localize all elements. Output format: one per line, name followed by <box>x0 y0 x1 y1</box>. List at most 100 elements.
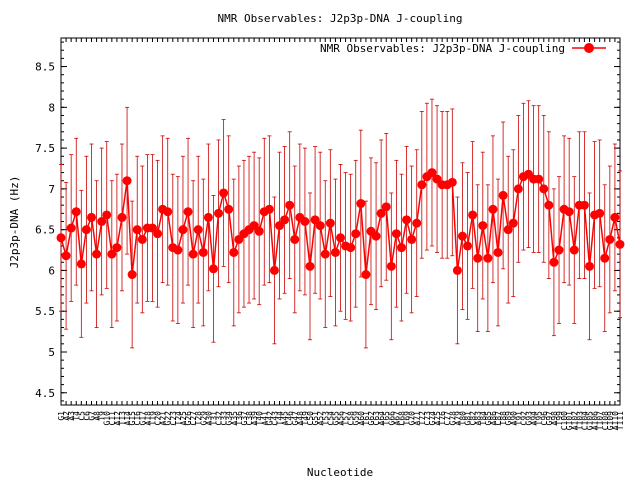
x-tick-label: C16 <box>133 411 142 426</box>
data-point <box>554 245 564 255</box>
data-point <box>544 200 554 210</box>
x-tick-label: G37 <box>240 411 249 426</box>
x-tick-label: C54 <box>326 411 335 426</box>
x-tick-label: T53 <box>321 411 330 426</box>
data-point <box>539 184 549 194</box>
x-tick-label: T40 <box>255 411 264 426</box>
data-point <box>269 265 279 275</box>
x-tick-label: C6 <box>82 411 91 421</box>
x-tick-label: A83 <box>474 411 483 426</box>
data-point <box>280 215 290 225</box>
x-tick-label: A106 <box>591 411 600 430</box>
x-tick-label: C38 <box>245 411 254 426</box>
data-point <box>315 221 325 231</box>
x-tick-label: A56 <box>337 411 346 426</box>
x-tick-label: G7 <box>87 411 96 421</box>
x-tick-label: C23 <box>169 411 178 426</box>
x-tick-label: A25 <box>179 411 188 426</box>
x-tick-label: G97 <box>545 411 554 426</box>
x-tick-label: G105 <box>586 411 595 430</box>
x-tick-label: T65 <box>382 411 391 426</box>
x-tick-label: A21 <box>159 411 168 426</box>
data-point <box>163 207 173 217</box>
legend-label: NMR Observables: J2p3p-DNA J-coupling <box>320 42 565 55</box>
x-tick-label: T91 <box>514 411 523 426</box>
data-point <box>92 249 102 259</box>
data-point <box>610 212 620 222</box>
data-point <box>336 233 345 243</box>
data-point <box>81 225 91 235</box>
data-point <box>214 208 224 218</box>
x-tick-label: G93 <box>525 411 534 426</box>
data-point <box>488 204 498 214</box>
data-point <box>97 217 107 226</box>
x-tick-label: C33 <box>220 411 229 426</box>
x-tick-label: T9 <box>98 411 107 421</box>
x-tick-label: G78 <box>448 411 457 426</box>
data-point <box>468 210 478 220</box>
data-point <box>290 234 300 244</box>
x-tick-label: A39 <box>250 411 259 426</box>
data-point <box>107 249 117 259</box>
x-tick-label: G66 <box>387 411 396 426</box>
x-tick-label: C92 <box>519 411 528 426</box>
x-tick-label: G59 <box>352 411 361 426</box>
y-tick-label: 6.5 <box>35 224 55 237</box>
data-point <box>549 257 559 267</box>
x-tick-label: T72 <box>418 411 427 426</box>
x-tick-label: T95 <box>535 411 544 426</box>
y-tick-label: 7 <box>48 183 55 196</box>
x-tick-label: T111 <box>616 411 625 430</box>
x-tick-label: A110 <box>611 411 620 430</box>
x-tick-label: A94 <box>530 411 539 426</box>
data-point <box>71 207 81 217</box>
x-tick-label: A30 <box>204 411 213 426</box>
data-point <box>254 226 264 236</box>
x-tick-label: A79 <box>453 411 462 426</box>
data-point <box>137 234 147 244</box>
data-point <box>193 225 203 235</box>
x-tick-label: G26 <box>184 411 193 426</box>
x-tick-label: T76 <box>438 411 447 426</box>
x-tick-label: A75 <box>433 411 442 426</box>
legend-marker-swatch <box>584 43 594 53</box>
data-point <box>86 212 96 222</box>
x-tick-label: A18 <box>143 411 152 426</box>
data-point <box>508 218 518 228</box>
x-tick-label: G29 <box>199 411 208 426</box>
data-point <box>285 200 295 210</box>
error-bars <box>59 98 622 349</box>
x-tick-label: G47 <box>291 411 300 426</box>
data-point <box>600 253 610 263</box>
x-tick-label: C87 <box>494 411 503 426</box>
data-point <box>127 270 137 280</box>
data-point <box>325 218 335 228</box>
data-point <box>305 261 315 271</box>
x-tick-label: C68 <box>397 411 406 426</box>
data-point <box>579 200 589 210</box>
data-point <box>300 217 310 226</box>
x-tick-label: G34 <box>225 411 234 426</box>
x-tick-label: C82 <box>469 411 478 426</box>
x-tick-label: G70 <box>408 411 417 426</box>
x-tick-label: C63 <box>372 411 381 426</box>
x-tick-label: T28 <box>194 411 203 426</box>
axes: 4.5 5 5.5 6 6.5 7 7.5 8 8.5 <box>35 37 621 406</box>
x-tick-label: A98 <box>550 411 559 426</box>
data-point <box>386 261 396 271</box>
chart-title: NMR Observables: J2p3p-DNA J-coupling <box>217 12 462 25</box>
data-point <box>208 264 218 274</box>
data-point <box>229 247 239 257</box>
x-tick-label: T19 <box>148 411 157 426</box>
y-tick-label: 5.5 <box>35 305 55 318</box>
y-tick-label: 6 <box>48 264 55 277</box>
data-point <box>330 247 340 257</box>
x-tick-label: C11 <box>108 411 117 426</box>
x-tick-label: A102 <box>570 411 579 430</box>
data-point <box>513 184 523 194</box>
data-point <box>219 188 229 198</box>
x-tick-label: G15 <box>128 411 137 426</box>
x-tick-label: T31 <box>209 411 218 426</box>
x-tick-label: T88 <box>499 411 508 426</box>
